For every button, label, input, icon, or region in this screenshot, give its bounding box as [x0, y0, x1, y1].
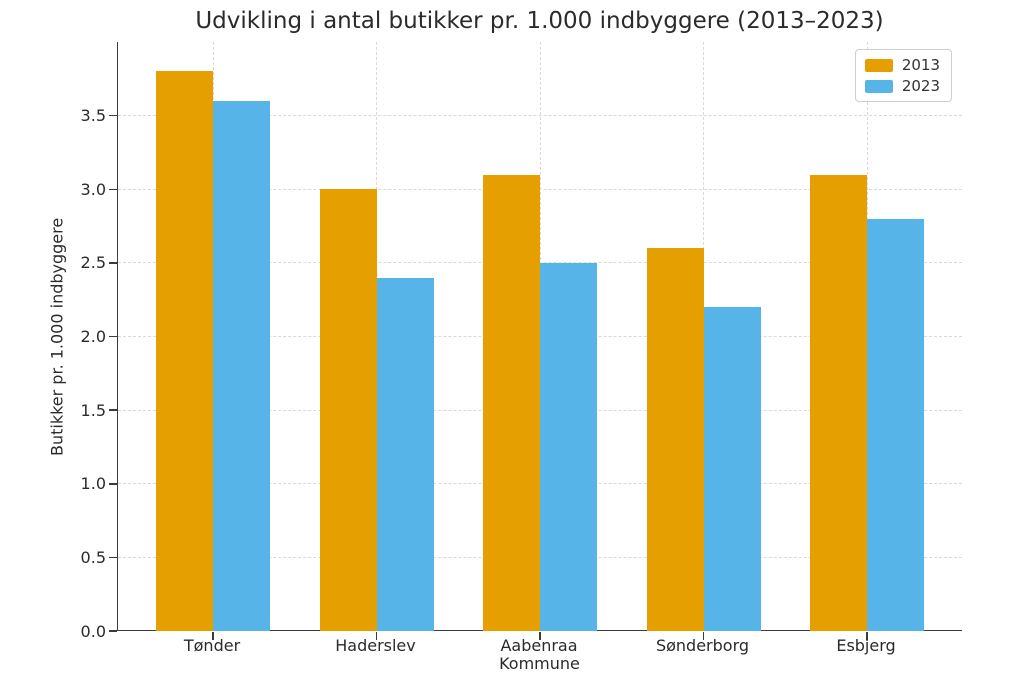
y-axis-tick: [109, 483, 117, 485]
x-axis-tick: [702, 632, 705, 640]
y-axis-tick: [109, 409, 117, 411]
bar-2023-snderborg: [703, 307, 761, 631]
bar-2023-esbjerg: [867, 218, 924, 631]
x-tick-label: Tønder: [183, 636, 241, 655]
legend: 2013 2023: [854, 49, 952, 102]
x-tick-label: Haderslev: [335, 636, 416, 655]
y-tick-label: 2.5: [80, 253, 106, 273]
legend-swatch-2013: [864, 58, 893, 72]
bar-2023-aabenraa: [540, 262, 597, 631]
x-tick-label: Aabenraa: [500, 636, 578, 655]
legend-item-2023: 2023: [864, 77, 940, 95]
chart-title: Udvikling i antal butikker pr. 1.000 ind…: [195, 8, 884, 34]
x-axis-tick: [539, 632, 541, 640]
y-axis-tick: [109, 556, 117, 559]
legend-label-2023: 2023: [901, 77, 940, 95]
bar-2013-aabenraa: [483, 174, 540, 631]
legend-label-2013: 2013: [901, 56, 940, 74]
x-axis-tick: [212, 632, 214, 640]
legend-item-2013: 2013: [864, 56, 940, 74]
bar-2013-snderborg: [646, 248, 704, 631]
y-axis-tick: [109, 114, 117, 117]
x-axis-tick: [375, 632, 378, 640]
x-tick-label: Sønderborg: [655, 636, 750, 655]
bar-2013-haderslev: [319, 189, 377, 631]
y-axis-tick: [109, 262, 117, 264]
legend-swatch-2023: [864, 79, 893, 93]
y-tick-label: 0.5: [80, 547, 106, 567]
y-tick-label: 1.0: [80, 474, 106, 494]
y-tick-label: 2.0: [80, 327, 106, 346]
x-axis-tick: [866, 632, 868, 640]
bar-2023-haderslev: [376, 277, 434, 631]
y-axis-tick: [109, 335, 117, 338]
bar-2013-tnder: [156, 71, 213, 631]
bar-2013-esbjerg: [810, 174, 867, 631]
plot-area: 2013 2023: [109, 42, 962, 640]
y-tick-label: 3.5: [80, 106, 106, 126]
y-tick-label: 0.0: [80, 621, 106, 641]
y-tick-label: 1.5: [80, 400, 106, 420]
x-tick-label: Esbjerg: [836, 636, 896, 655]
y-axis-tick: [109, 188, 117, 191]
y-tick-label: 3.0: [80, 179, 106, 199]
y-axis-tick: [109, 630, 117, 632]
bar-2023-tnder: [213, 100, 270, 631]
x-axis-label: Kommune: [499, 654, 580, 673]
